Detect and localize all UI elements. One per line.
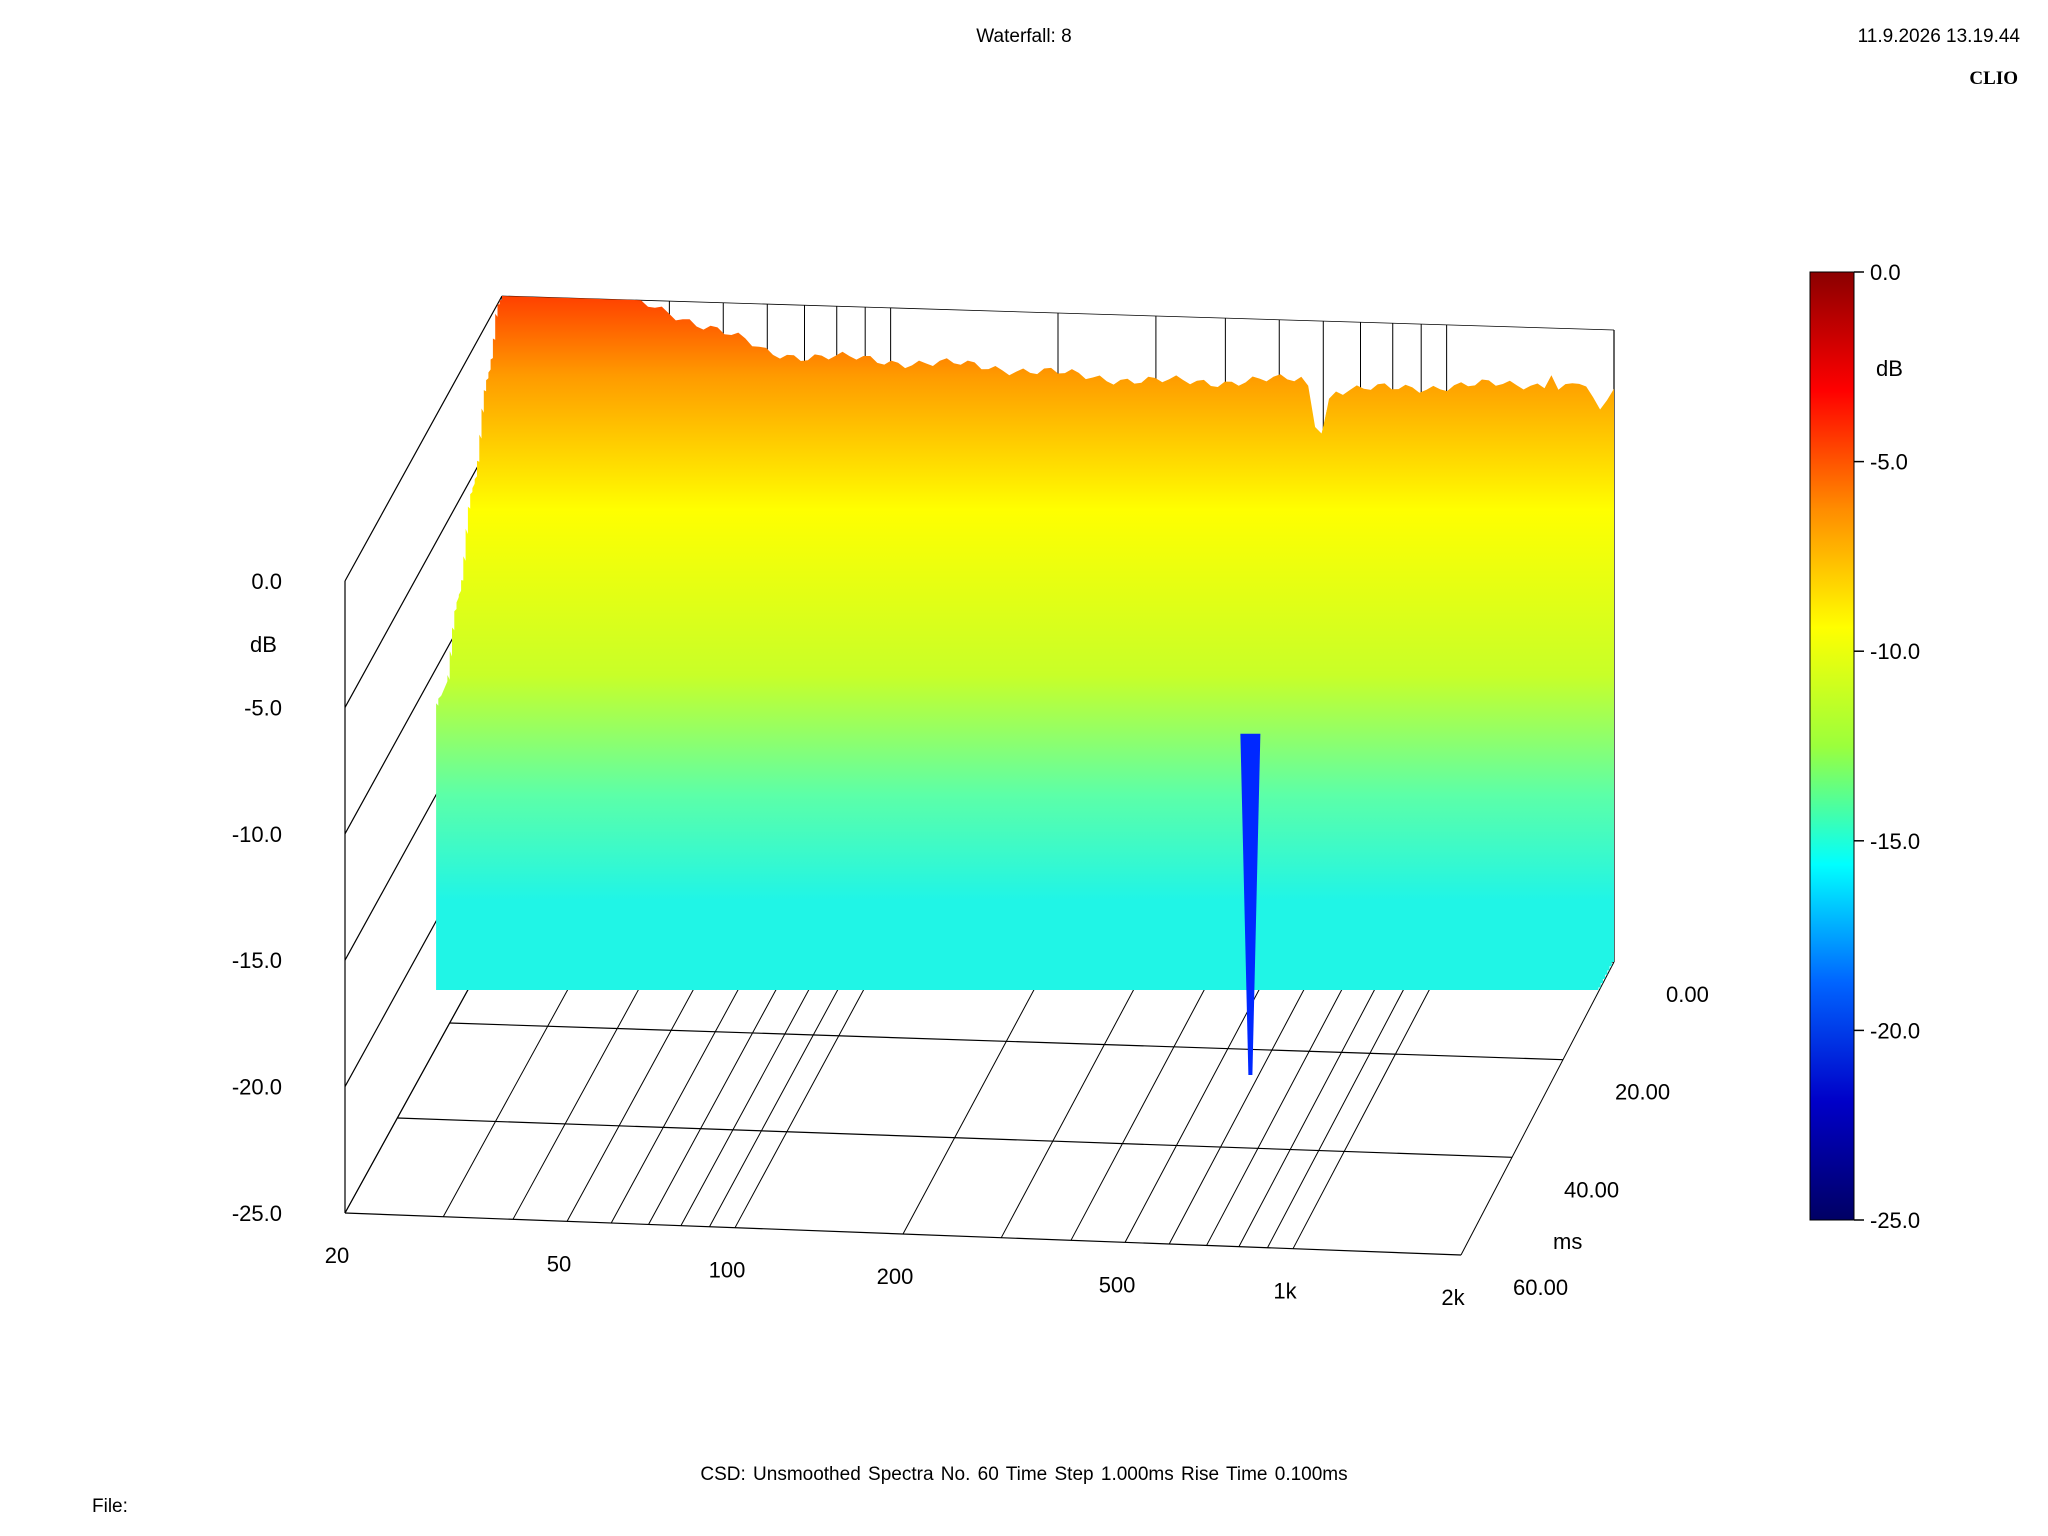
colorbar-unit-label: dB [1876, 356, 1903, 381]
floor-freq-gridline [1460, 961, 1615, 1256]
notch-spike-shape [1240, 733, 1261, 1076]
colorbar-tick-label: -15.0 [1870, 829, 1920, 854]
floor-freq-gridline [1267, 955, 1422, 1248]
floor-freq-gridline [902, 944, 1059, 1235]
axis-labels: 0.0 -5.0 -10.0 -15.0 -20.0 -25.0 dB 20 50 100 200 5… [232, 569, 1709, 1310]
floor-freq-gridline [1070, 949, 1226, 1241]
time-axis-tick-label: 0.00 [1666, 982, 1709, 1007]
color-scale-bar: 0.0 -5.0 -10.0 -15.0 -20.0 -25.0 dB [1809, 260, 1920, 1233]
time-axis-tick-label: 40.00 [1564, 1177, 1619, 1202]
brand-logo: CLIO [1969, 68, 2018, 89]
time-axis-tick-label: 60.00 [1513, 1275, 1568, 1300]
freq-axis-tick-label: 200 [877, 1264, 914, 1289]
freq-axis-tick-label: 1k [1273, 1279, 1297, 1304]
db-axis-tick-label: 0.0 [251, 569, 282, 594]
db-axis-tick-label: -25.0 [232, 1201, 282, 1226]
left-wall-level-gridline [344, 422, 503, 708]
freq-axis-tick-label: 20 [325, 1243, 349, 1268]
time-axis-tick-label: 20.00 [1615, 1080, 1670, 1105]
measurement-settings: CSD: Unsmoothed Spectra No. 60 Time Step… [700, 1464, 1348, 1485]
left-wall-level-gridline [344, 295, 503, 582]
db-axis-tick-label: -20.0 [232, 1075, 282, 1100]
freq-axis-tick-label: 50 [547, 1251, 571, 1276]
waterfall-surface [436, 296, 1614, 990]
floor-time-gridline [397, 1117, 1513, 1158]
colorbar-tick-label: -10.0 [1870, 639, 1920, 664]
waterfall-slice [436, 689, 1550, 990]
colorbar-gradient [1809, 271, 1855, 1221]
floor-freq-gridline [1168, 952, 1324, 1245]
colorbar-tick-label: -25.0 [1870, 1208, 1920, 1233]
notch-spike [1240, 733, 1261, 1076]
colorbar-tick-label: 0.0 [1870, 260, 1901, 285]
file-label: File: [92, 1496, 128, 1517]
freq-axis-tick-label: 100 [709, 1258, 746, 1283]
back-wall-level-gridline [501, 295, 1615, 331]
floor-freq-gridline [1000, 947, 1157, 1238]
floor-freq-gridline [1206, 954, 1361, 1246]
floor-freq-gridline [1124, 951, 1280, 1243]
freq-axis-tick-label: 500 [1099, 1272, 1136, 1297]
db-axis-tick-label: -5.0 [244, 695, 282, 720]
floor-freq-gridline [1292, 956, 1448, 1249]
freq-axis-tick-label: 2k [1441, 1285, 1465, 1310]
floor-time-gridline [449, 1022, 1564, 1061]
colorbar-tick-label: -5.0 [1870, 450, 1908, 475]
timestamp: 11.9.2026 13.19.44 [1857, 26, 2020, 47]
db-axis-unit-label: dB [250, 632, 277, 657]
colorbar-tick-label: -20.0 [1870, 1018, 1920, 1043]
time-axis-unit-label: ms [1553, 1229, 1582, 1254]
floor-time-gridline [344, 1212, 1462, 1256]
db-axis-tick-label: -10.0 [232, 822, 282, 847]
floor-freq-gridline [1238, 955, 1394, 1247]
db-axis-tick-label: -15.0 [232, 948, 282, 973]
chart-title: Waterfall: 8 [976, 26, 1072, 47]
